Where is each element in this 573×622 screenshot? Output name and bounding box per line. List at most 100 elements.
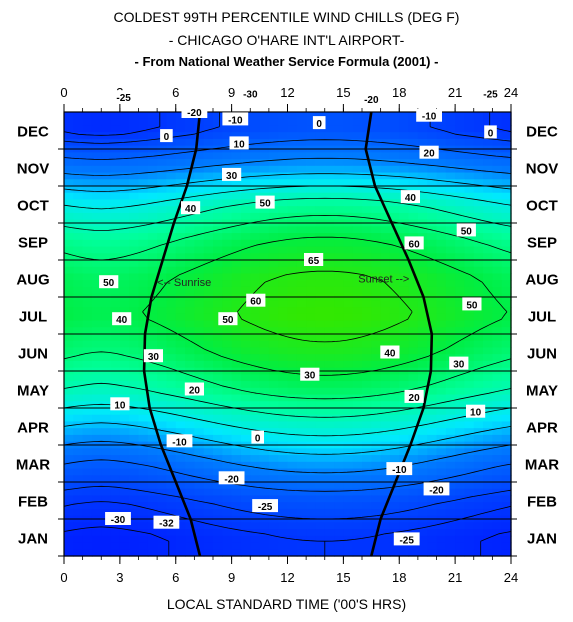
heat-cell [501, 206, 512, 214]
heat-cell [473, 239, 484, 248]
heat-cell [157, 172, 168, 180]
heat-cell [268, 307, 279, 315]
heat-cell [129, 414, 140, 423]
heat-cell [138, 280, 149, 288]
heat-cell [427, 179, 438, 187]
heat-cell [119, 226, 130, 234]
heat-cell [455, 549, 466, 557]
heat-cell [408, 118, 419, 127]
contour-label-text: 60 [409, 239, 421, 250]
heat-cell [464, 461, 475, 470]
heat-cell [185, 226, 195, 234]
heat-cell [138, 179, 149, 187]
heat-cell [268, 246, 279, 254]
heat-cell [362, 455, 372, 463]
heat-cell [101, 401, 112, 409]
heat-cell [82, 179, 93, 187]
heat-cell [352, 246, 363, 254]
heat-cell [222, 428, 233, 436]
heat-cell [315, 138, 326, 147]
heat-cell [362, 434, 372, 443]
heat-cell [268, 414, 279, 423]
heat-cell [315, 488, 326, 497]
heat-cell [129, 374, 140, 382]
heat-cell [408, 152, 419, 160]
heat-cell [203, 172, 214, 180]
heat-cell [203, 286, 214, 295]
heat-cell [287, 360, 298, 369]
heat-cell [231, 374, 242, 382]
contour-label: 40 [181, 201, 201, 215]
heat-cell [175, 421, 186, 429]
heat-cell [138, 253, 149, 261]
heat-cell [250, 475, 261, 483]
heat-cell [231, 522, 242, 530]
contour-label: -20 [358, 92, 385, 106]
heat-cell [82, 280, 93, 288]
heat-cell [119, 165, 130, 174]
heat-cell [64, 286, 74, 295]
heat-cell [315, 495, 326, 503]
contour-label-box [110, 90, 137, 104]
heat-cell [427, 172, 438, 180]
heat-cell [250, 280, 261, 288]
heat-cell [110, 347, 121, 355]
heat-cell [259, 152, 270, 160]
heat-cell [185, 192, 195, 201]
heat-cell [334, 280, 344, 288]
heat-cell [119, 434, 130, 443]
heat-cell [380, 421, 391, 429]
heat-cell [240, 428, 251, 436]
heat-cell [464, 239, 475, 248]
heat-cell [175, 387, 186, 396]
heat-cell [473, 354, 484, 362]
heat-cell [259, 529, 270, 537]
heat-cell [343, 253, 354, 261]
heat-cell [203, 186, 214, 194]
heat-cell [343, 152, 354, 160]
heat-cell [213, 132, 223, 140]
heat-cell [222, 286, 233, 295]
heat-cell [427, 394, 438, 402]
heat-cell [306, 434, 317, 443]
heat-cell [296, 300, 307, 308]
heat-cell [362, 360, 372, 369]
heat-cell [110, 246, 121, 254]
heat-cell [389, 421, 400, 429]
heat-cell [389, 159, 400, 167]
heat-cell [82, 152, 93, 160]
heat-cell [408, 448, 419, 456]
heat-cell [408, 253, 419, 261]
heat-cell [483, 266, 493, 275]
heat-cell [231, 529, 242, 537]
heat-cell [278, 273, 289, 281]
heat-cell [250, 313, 261, 322]
heat-cell [194, 260, 205, 268]
heat-cell [436, 300, 447, 308]
heat-cell [91, 320, 102, 328]
heat-cell [334, 475, 344, 483]
heat-cell [82, 320, 93, 328]
heat-cell [343, 266, 354, 275]
heat-cell [492, 165, 503, 174]
heat-cell [129, 508, 140, 517]
heat-cell [371, 313, 382, 322]
heat-cell [399, 320, 410, 328]
heat-cell [473, 394, 484, 402]
heat-cell [362, 421, 372, 429]
heat-cell [436, 495, 447, 503]
heat-cell [119, 354, 130, 362]
heat-cell [157, 320, 168, 328]
heat-cell [455, 280, 466, 288]
heat-cell [101, 212, 112, 221]
heat-cell [408, 165, 419, 174]
heat-cell [259, 172, 270, 180]
heat-cell [91, 152, 102, 160]
heat-cell [194, 535, 205, 544]
heat-cell [64, 374, 74, 382]
month-label-right: JAN [527, 531, 557, 548]
heat-cell [166, 320, 177, 328]
heat-cell [389, 212, 400, 221]
heat-cell [91, 347, 102, 355]
heat-cell [408, 125, 419, 133]
